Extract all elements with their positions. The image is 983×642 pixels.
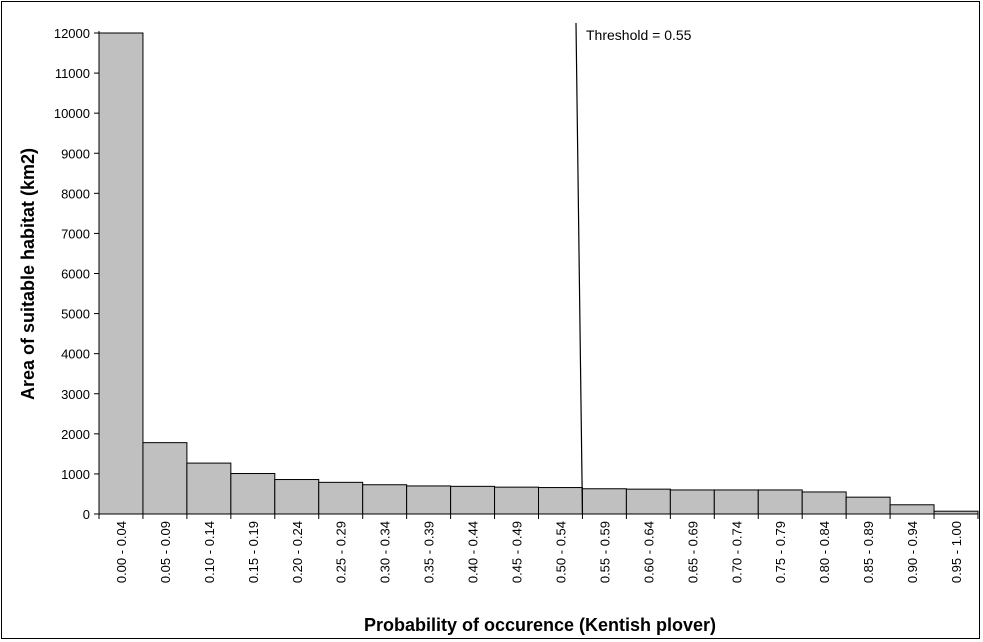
y-tick-label: 8000 (61, 186, 90, 201)
y-tick-label: 5000 (61, 307, 90, 322)
x-tick-label: 0.25 - 0.29 (334, 521, 349, 583)
x-tick-label: 0.75 - 0.79 (773, 521, 788, 583)
bar (142, 442, 188, 515)
x-tick-label: 0.65 - 0.69 (685, 521, 700, 583)
x-tick-label: 0.50 - 0.54 (553, 521, 568, 583)
threshold-line (575, 22, 584, 515)
y-tick-label: 6000 (61, 267, 90, 282)
y-tick-label: 7000 (61, 226, 90, 241)
bar (757, 489, 803, 515)
y-tick-label: 3000 (61, 387, 90, 402)
bar (494, 486, 539, 515)
bars-layer (98, 32, 979, 515)
bar (625, 488, 671, 515)
bar (186, 462, 232, 515)
x-tick-label: 0.80 - 0.84 (817, 521, 832, 583)
x-tick-label: 0.70 - 0.74 (729, 521, 744, 583)
x-tick-label: 0.00 - 0.04 (114, 521, 129, 583)
bar (318, 481, 364, 515)
x-tick-label: 0.90 - 0.94 (905, 521, 920, 583)
bar (889, 504, 935, 515)
bar (845, 496, 891, 515)
bar (98, 32, 144, 515)
bar (450, 485, 496, 515)
x-tick-label: 0.15 - 0.19 (246, 521, 261, 583)
bar (669, 489, 715, 515)
x-tick-label: 0.30 - 0.34 (378, 521, 393, 583)
threshold-label: Threshold = 0.55 (586, 27, 692, 43)
x-tick-label: 0.40 - 0.44 (466, 521, 481, 583)
x-tick-label: 0.95 - 1.00 (949, 521, 964, 583)
bar (406, 485, 452, 515)
x-axis-title: Probability of occurence (Kentish plover… (364, 615, 716, 635)
y-tick-label: 10000 (54, 106, 90, 121)
bar (230, 473, 276, 515)
x-tick-label: 0.85 - 0.89 (861, 521, 876, 583)
y-tick-label: 11000 (55, 66, 90, 81)
y-tick-label: 1000 (61, 467, 90, 482)
x-tick-label: 0.20 - 0.24 (290, 521, 305, 583)
y-tick-label: 12000 (54, 26, 90, 41)
y-tick-label: 4000 (61, 347, 90, 362)
bar (581, 488, 627, 515)
x-tick-label: 0.35 - 0.39 (422, 521, 437, 583)
x-tick-label: 0.10 - 0.14 (202, 521, 217, 583)
bar (274, 479, 320, 515)
x-tick-label: 0.45 - 0.49 (510, 521, 525, 583)
bar (801, 491, 847, 515)
x-tick-label: 0.60 - 0.64 (641, 521, 656, 583)
x-tick-label: 0.05 - 0.09 (158, 521, 173, 583)
bar (713, 489, 759, 515)
y-axis-title: Area of suitable habitat (km2) (18, 148, 38, 400)
x-tick-label: 0.55 - 0.59 (597, 521, 612, 583)
axes-layer: 0 1000 2000 3000 4000 5000 6000 7000 8000 9000 100… (54, 26, 979, 583)
y-tick-label: 9000 (61, 146, 90, 161)
y-tick-label: 0 (83, 507, 90, 522)
bar (362, 484, 408, 515)
y-tick-label: 2000 (61, 427, 90, 442)
bar (538, 487, 583, 515)
annotation-layer: Threshold = 0.55 (575, 22, 692, 515)
